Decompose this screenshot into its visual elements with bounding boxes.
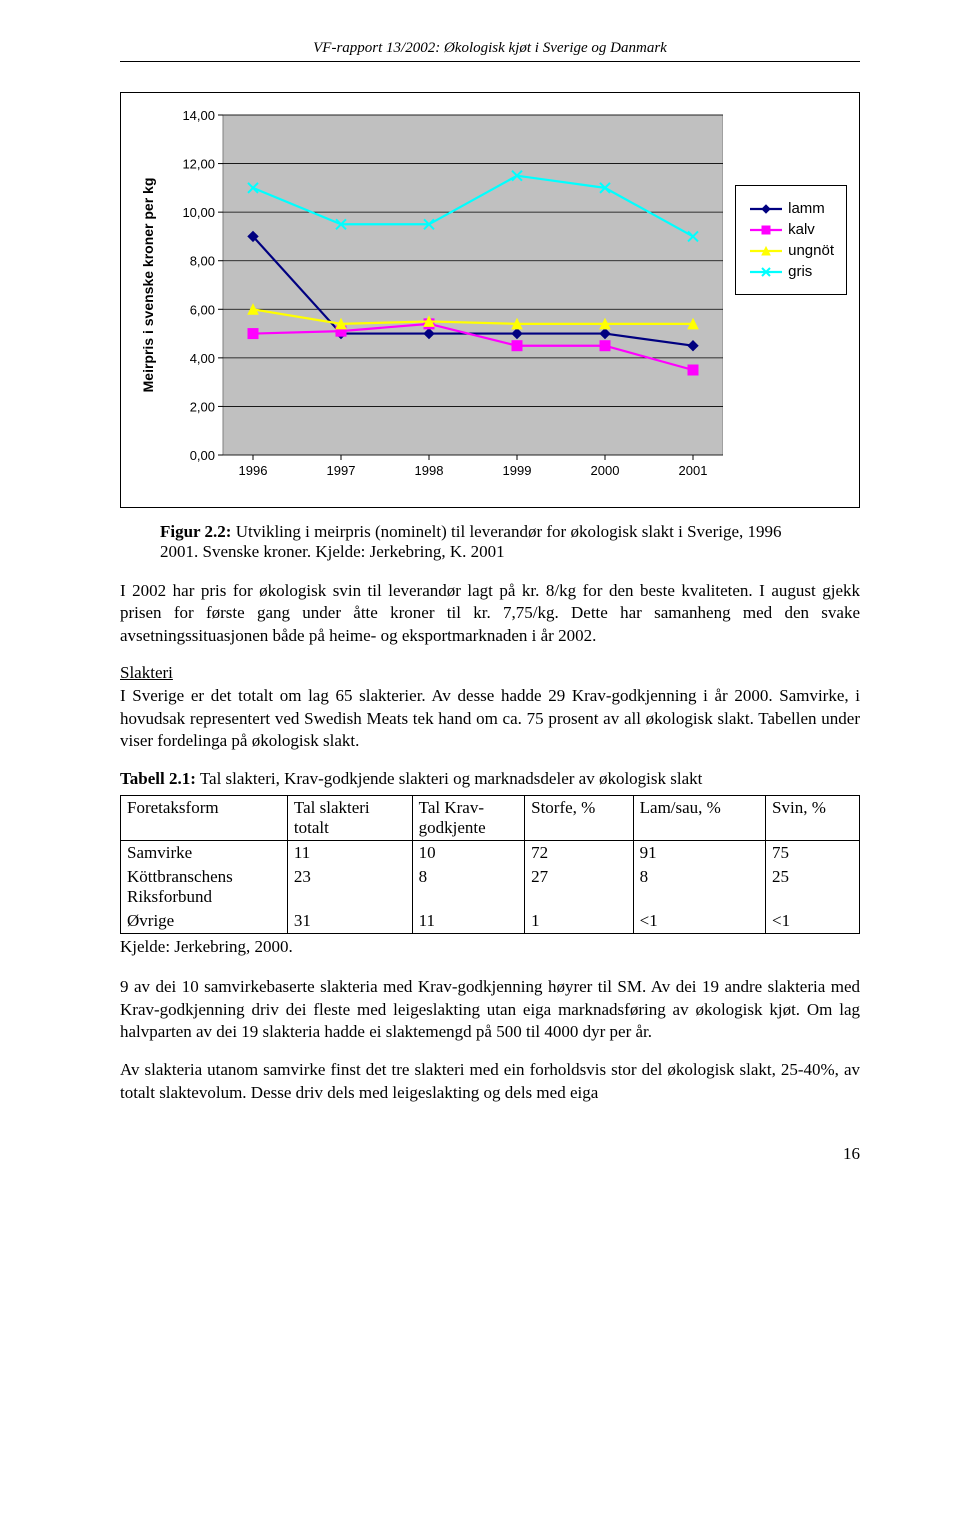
table-cell: 1 xyxy=(525,909,634,934)
table-cell: 10 xyxy=(412,840,524,865)
chart-container: 0,00 2,00 4,00 6,00 8,00 10,00 12,00 14,00 1996 1… xyxy=(120,92,860,508)
svg-text:4,00: 4,00 xyxy=(190,351,215,366)
svg-text:1997: 1997 xyxy=(327,463,356,478)
section-heading-slakteri: Slakteri xyxy=(120,663,860,683)
legend-item-lamm: lamm xyxy=(748,200,834,217)
legend-item-ungnöt: ungnöt xyxy=(748,242,834,259)
table-label: Tabell 2.1: xyxy=(120,769,196,788)
svg-text:0,00: 0,00 xyxy=(190,448,215,463)
body-paragraph-3: 9 av dei 10 samvirkebaserte slakteria me… xyxy=(120,976,860,1043)
legend-item-kalv: kalv xyxy=(748,221,834,238)
figure-caption: Figur 2.2: Utvikling i meirpris (nominel… xyxy=(160,522,820,562)
svg-text:2001: 2001 xyxy=(679,463,708,478)
table-cell: 11 xyxy=(412,909,524,934)
table-cell: 75 xyxy=(766,840,860,865)
table-header-cell: Tal Krav-godkjente xyxy=(412,795,524,840)
table-cell: 8 xyxy=(633,865,765,909)
figure-label: Figur 2.2: xyxy=(160,522,231,541)
table-cell: 91 xyxy=(633,840,765,865)
svg-text:8,00: 8,00 xyxy=(190,254,215,269)
table-header-cell: Tal slakteritotalt xyxy=(287,795,412,840)
svg-text:14,00: 14,00 xyxy=(182,108,215,123)
table-caption-text: Tal slakteri, Krav-godkjende slakteri og… xyxy=(196,769,702,788)
table-cell: 27 xyxy=(525,865,634,909)
svg-text:2000: 2000 xyxy=(591,463,620,478)
svg-text:1998: 1998 xyxy=(415,463,444,478)
body-paragraph-2: I Sverige er det totalt om lag 65 slakte… xyxy=(120,685,860,752)
svg-text:6,00: 6,00 xyxy=(190,302,215,317)
table-source: Kjelde: Jerkebring, 2000. xyxy=(120,936,860,958)
report-header: VF-rapport 13/2002: Økologisk kjøt i Sve… xyxy=(120,40,860,57)
line-chart: 0,00 2,00 4,00 6,00 8,00 10,00 12,00 14,00 1996 1… xyxy=(133,105,723,495)
table-header-cell: Foretaksform xyxy=(121,795,288,840)
table-cell: 31 xyxy=(287,909,412,934)
table-cell: 23 xyxy=(287,865,412,909)
page-number: 16 xyxy=(120,1144,860,1164)
svg-text:12,00: 12,00 xyxy=(182,157,215,172)
legend-item-gris: gris xyxy=(748,263,834,280)
table-header-cell: Svin, % xyxy=(766,795,860,840)
table-header-cell: Lam/sau, % xyxy=(633,795,765,840)
table-cell: <1 xyxy=(633,909,765,934)
svg-text:1999: 1999 xyxy=(503,463,532,478)
table-cell: <1 xyxy=(766,909,860,934)
table-cell: Samvirke xyxy=(121,840,288,865)
table-cell: KöttbranschensRiksforbund xyxy=(121,865,288,909)
table-cell: Øvrige xyxy=(121,909,288,934)
table-header-cell: Storfe, % xyxy=(525,795,634,840)
slakteri-table: ForetaksformTal slakteritotaltTal Krav-g… xyxy=(120,795,860,934)
svg-text:10,00: 10,00 xyxy=(182,205,215,220)
figure-caption-text: Utvikling i meirpris (nominelt) til leve… xyxy=(160,522,782,561)
svg-text:Meirpris i svenske kroner per: Meirpris i svenske kroner per kg xyxy=(140,178,156,393)
svg-text:2,00: 2,00 xyxy=(190,399,215,414)
svg-text:1996: 1996 xyxy=(239,463,268,478)
table-cell: 25 xyxy=(766,865,860,909)
table-caption: Tabell 2.1: Tal slakteri, Krav-godkjende… xyxy=(120,769,860,789)
table-cell: 11 xyxy=(287,840,412,865)
table-cell: 72 xyxy=(525,840,634,865)
body-paragraph-4: Av slakteria utanom samvirke finst det t… xyxy=(120,1059,860,1104)
header-rule xyxy=(120,61,860,62)
body-paragraph-1: I 2002 har pris for økologisk svin til l… xyxy=(120,580,860,647)
table-cell: 8 xyxy=(412,865,524,909)
chart-legend: lamm kalv ungnöt gris xyxy=(735,185,847,295)
